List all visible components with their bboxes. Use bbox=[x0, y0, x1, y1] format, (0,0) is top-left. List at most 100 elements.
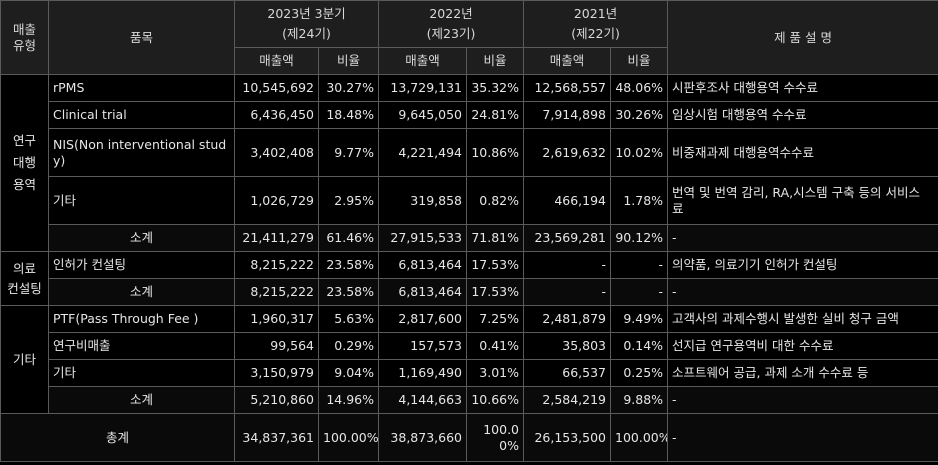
cell-value: 6,813,464 bbox=[378, 278, 467, 306]
cell-value: 17.53% bbox=[465, 278, 525, 306]
row-item: 소계 bbox=[48, 278, 235, 306]
cell-value: 17.53% bbox=[465, 251, 525, 279]
row-desc: 의약품, 의료기기 인허가 컨설팅 bbox=[667, 251, 938, 279]
cell-value: 30.27% bbox=[318, 74, 379, 102]
cell-value: 5.63% bbox=[318, 305, 379, 333]
cell-value: 1,169,490 bbox=[378, 359, 467, 387]
cell-value: 23.58% bbox=[318, 251, 379, 279]
cell-value: 3.01% bbox=[465, 359, 525, 387]
row-desc: 번역 및 번역 감리, RA,시스템 구축 등의 서비스 료 bbox=[667, 176, 938, 225]
total-label: 총계 bbox=[0, 413, 235, 462]
cell-value: 71.81% bbox=[465, 224, 525, 252]
group-label: 연구 대행 용역 bbox=[0, 74, 49, 252]
header-desc: 제 품 설 명 bbox=[667, 0, 938, 75]
cell-value: 0.41% bbox=[465, 332, 525, 360]
cell-value: 27,915,533 bbox=[378, 224, 467, 252]
cell-value: 466,194 bbox=[523, 176, 612, 225]
header-sales-2022: 매출액 bbox=[378, 47, 467, 75]
cell-value: 9,645,050 bbox=[378, 101, 467, 129]
cell-value: 90.12% bbox=[610, 224, 669, 252]
table-row: 의료 컨설팅 인허가 컨설팅 8,215,222 23.58% 6,813,46… bbox=[0, 251, 938, 306]
header-sales-2023: 매출액 bbox=[234, 47, 319, 75]
group-label: 의료 컨설팅 bbox=[0, 251, 49, 306]
cell-value: 7.25% bbox=[465, 305, 525, 333]
cell-value: 5,210,860 bbox=[234, 386, 319, 414]
row-desc: - bbox=[667, 413, 938, 462]
cell-value: 2,619,632 bbox=[523, 128, 612, 177]
header-period-2023: 2023년 3분기 (제24기) bbox=[234, 0, 379, 48]
row-desc: 고객사의 과제수행시 발생한 실비 청구 금액 bbox=[667, 305, 938, 333]
cell-value: 2,584,219 bbox=[523, 386, 612, 414]
row-item: 인허가 컨설팅 bbox=[48, 251, 235, 279]
cell-value: 35.32% bbox=[465, 74, 525, 102]
table-row: 기타 1,026,729 2.95% 319,858 0.82% 466,194… bbox=[1, 176, 938, 225]
cell-value: 8,215,222 bbox=[234, 278, 319, 306]
cell-value: 10.66% bbox=[465, 386, 525, 414]
header-period-2021: 2021년 (제22기) bbox=[523, 0, 669, 48]
cell-value: - bbox=[610, 251, 669, 279]
cell-value: 3,402,408 bbox=[234, 128, 319, 177]
cell-value: 4,144,663 bbox=[378, 386, 467, 414]
cell-value: 2,481,879 bbox=[523, 305, 612, 333]
row-item: NIS(Non interventional stud y) bbox=[48, 128, 235, 177]
cell-value: 10.02% bbox=[610, 128, 669, 177]
cell-value: 34,837,361 bbox=[234, 413, 319, 462]
cell-value: 7,914,898 bbox=[523, 101, 612, 129]
cell-value: 35,803 bbox=[523, 332, 612, 360]
cell-value: 30.26% bbox=[610, 101, 669, 129]
cell-value: - bbox=[523, 278, 612, 306]
header-item: 품목 bbox=[48, 0, 235, 75]
cell-value: 100.00% bbox=[610, 413, 669, 462]
cell-value: 6,813,464 bbox=[378, 251, 467, 279]
total-row: 총계 34,837,361 100.00% 38,873,660 100.0 0… bbox=[0, 413, 938, 462]
cell-value: 26,153,500 bbox=[523, 413, 612, 462]
cell-value: 1,026,729 bbox=[234, 176, 319, 225]
row-item: PTF(Pass Through Fee ) bbox=[48, 305, 235, 333]
row-item: 소계 bbox=[48, 224, 235, 252]
cell-value: 21,411,279 bbox=[234, 224, 319, 252]
cell-value: 10.86% bbox=[465, 128, 525, 177]
cell-value: 12,568,557 bbox=[523, 74, 612, 102]
cell-value: 100.0 0% bbox=[465, 413, 525, 462]
cell-value: 66,537 bbox=[523, 359, 612, 387]
table-row: 기타 3,150,979 9.04% 1,169,490 3.01% 66,53… bbox=[1, 359, 938, 387]
cell-value: 9.77% bbox=[318, 128, 379, 177]
row-item: rPMS bbox=[48, 74, 235, 102]
cell-value: 48.06% bbox=[610, 74, 669, 102]
header-ratio-2023: 비율 bbox=[318, 47, 379, 75]
row-desc: 선지급 연구용역비 대한 수수료 bbox=[667, 332, 938, 360]
table-row: NIS(Non interventional stud y) 3,402,408… bbox=[1, 128, 938, 177]
cell-value: 24.81% bbox=[465, 101, 525, 129]
cell-value: 14.96% bbox=[318, 386, 379, 414]
row-desc: - bbox=[667, 224, 938, 252]
cell-value: 4,221,494 bbox=[378, 128, 467, 177]
header-ratio-2022: 비율 bbox=[465, 47, 525, 75]
cell-value: 9.88% bbox=[610, 386, 669, 414]
cell-value: - bbox=[610, 278, 669, 306]
cell-value: 99,564 bbox=[234, 332, 319, 360]
cell-value: 13,729,131 bbox=[378, 74, 467, 102]
cell-value: 319,858 bbox=[378, 176, 467, 225]
header-ratio-2021: 비율 bbox=[610, 47, 669, 75]
cell-value: 9.04% bbox=[318, 359, 379, 387]
row-item: 기타 bbox=[48, 176, 235, 225]
cell-value: 3,150,979 bbox=[234, 359, 319, 387]
cell-value: 6,436,450 bbox=[234, 101, 319, 129]
row-desc: 비중재과제 대행용역수수료 bbox=[667, 128, 938, 177]
row-item: 소계 bbox=[48, 386, 235, 414]
cell-value: 18.48% bbox=[318, 101, 379, 129]
cell-value: 9.49% bbox=[610, 305, 669, 333]
group-label: 기타 bbox=[0, 305, 49, 414]
cell-value: 23.58% bbox=[318, 278, 379, 306]
row-item: Clinical trial bbox=[48, 101, 235, 129]
row-item: 기타 bbox=[48, 359, 235, 387]
cell-value: 0.14% bbox=[610, 332, 669, 360]
cell-value: - bbox=[523, 251, 612, 279]
cell-value: 2.95% bbox=[318, 176, 379, 225]
cell-value: 8,215,222 bbox=[234, 251, 319, 279]
row-desc: - bbox=[667, 278, 938, 306]
cell-value: 23,569,281 bbox=[523, 224, 612, 252]
cell-value: 1.78% bbox=[610, 176, 669, 225]
row-desc: - bbox=[667, 386, 938, 414]
